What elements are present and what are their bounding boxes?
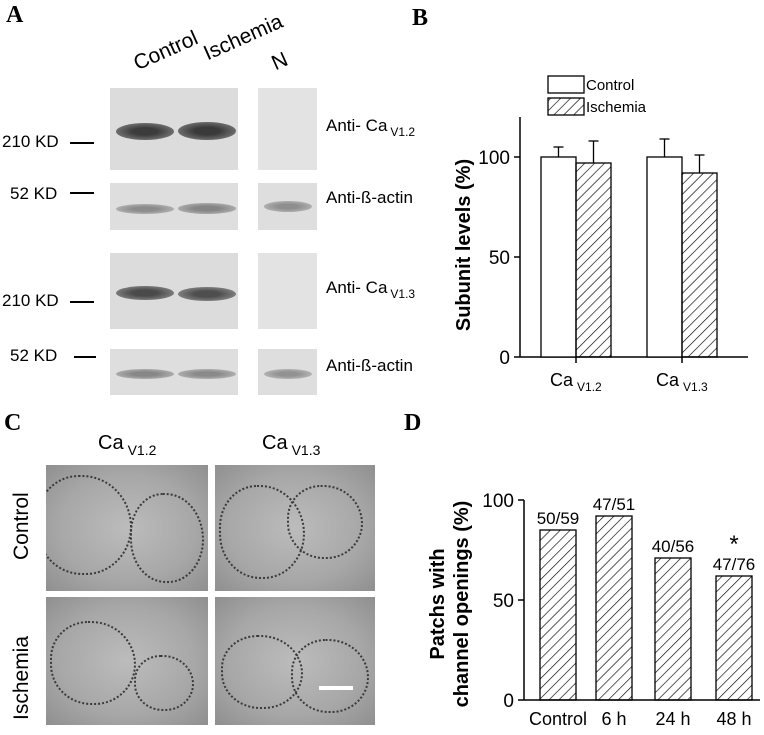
blot-cav12-n xyxy=(258,88,317,170)
micrograph-ischemia-cav13 xyxy=(214,596,376,726)
bar-control xyxy=(540,156,577,358)
data-label: 47/51 xyxy=(593,495,636,514)
bar xyxy=(654,557,692,701)
micro-col-label-cav13: Ca V1.3 xyxy=(262,432,321,458)
blot-cav12-main xyxy=(110,88,238,170)
lane-label-control: Control xyxy=(130,26,202,76)
y-tick-label: 0 xyxy=(499,348,510,369)
blot-band xyxy=(178,287,236,301)
micrograph-ischemia-cav12 xyxy=(45,596,209,726)
x-tick-label: Ca V1.2 xyxy=(550,370,602,394)
cell-outline xyxy=(134,655,194,711)
data-label: 50/59 xyxy=(537,509,580,528)
panel-b-letter: B xyxy=(412,5,429,31)
data-label: 40/56 xyxy=(652,537,695,556)
blot-band xyxy=(116,286,174,300)
y-tick-label: 50 xyxy=(493,591,514,612)
chart-patch-openings: 0 50 100 Patchs with channel openings (%) 50/… xyxy=(427,491,760,729)
cell-outline xyxy=(50,621,136,705)
lane-label-n: N xyxy=(268,47,292,76)
bar-ischemia xyxy=(575,162,612,358)
x-tick-label: 48 h xyxy=(716,709,751,729)
y-axis-label: channel openings (%) xyxy=(451,501,473,708)
micro-row-label-ischemia: Ischemia xyxy=(10,635,33,720)
kd-tick xyxy=(70,142,94,144)
y-tick-label: 0 xyxy=(503,691,514,712)
kd-label: 210 KD xyxy=(2,291,59,310)
antibody-label: Anti- Ca V1.3 xyxy=(326,278,416,301)
x-tick-label: Control xyxy=(529,709,587,729)
bar-ischemia xyxy=(681,172,718,358)
legend-label: Control xyxy=(586,77,634,94)
bar xyxy=(595,515,633,701)
panel-c-letter: C xyxy=(4,410,22,436)
bar xyxy=(539,529,577,701)
kd-label: 210 KD xyxy=(2,132,59,151)
y-tick-label: 100 xyxy=(478,148,510,169)
legend-label: Ischemia xyxy=(586,99,647,116)
blot-cav13-main xyxy=(110,253,238,329)
blot-actin-2-main xyxy=(110,349,238,395)
cell-outline xyxy=(291,639,369,713)
blot-actin-2-n xyxy=(258,349,317,395)
kd-label: 52 KD xyxy=(10,346,58,365)
bar-control xyxy=(646,156,683,358)
kd-tick xyxy=(70,301,94,303)
y-axis-label: Subunit levels (%) xyxy=(453,159,475,331)
x-tick-label: 6 h xyxy=(601,709,626,729)
legend-swatch xyxy=(547,75,585,94)
kd-label: 52 KD xyxy=(10,184,58,203)
y-tick-label: 100 xyxy=(482,491,514,512)
blot-band xyxy=(178,203,236,214)
micrograph-control-cav12 xyxy=(45,464,209,592)
panel-a-letter: A xyxy=(6,2,24,28)
cell-outline xyxy=(287,485,363,559)
y-axis-label: Patchs with xyxy=(427,548,449,659)
blot-actin-1-n xyxy=(258,183,317,230)
x-tick-label: 24 h xyxy=(655,709,690,729)
kd-tick xyxy=(74,356,96,358)
blot-band xyxy=(116,369,174,379)
cell-outline xyxy=(46,475,132,575)
cell-outline xyxy=(130,493,204,583)
blot-band xyxy=(116,123,174,140)
antibody-label: Anti-ß-actin xyxy=(326,188,413,207)
kd-tick xyxy=(70,192,94,194)
blot-band xyxy=(264,369,312,379)
antibody-label: Anti- Ca V1.2 xyxy=(326,116,416,139)
micro-row-label-control: Control xyxy=(10,492,33,560)
bar xyxy=(715,575,753,701)
micrograph-control-cav13 xyxy=(214,464,376,592)
panel-d-letter: D xyxy=(404,410,422,436)
blot-cav13-n xyxy=(258,253,317,329)
antibody-label: Anti-ß-actin xyxy=(326,356,413,375)
x-tick-label: Ca V1.3 xyxy=(656,370,708,394)
blot-band xyxy=(178,369,236,379)
scale-bar xyxy=(319,686,353,690)
data-label: 47/76 xyxy=(713,555,756,574)
blot-band xyxy=(264,201,312,212)
y-tick-label: 50 xyxy=(489,248,510,269)
significance-mark: * xyxy=(729,531,738,558)
blot-band xyxy=(178,122,236,140)
legend-swatch xyxy=(547,97,585,116)
blot-band xyxy=(116,204,174,214)
micro-col-label-cav12: Ca V1.2 xyxy=(98,432,157,458)
blot-actin-1-main xyxy=(110,183,238,230)
